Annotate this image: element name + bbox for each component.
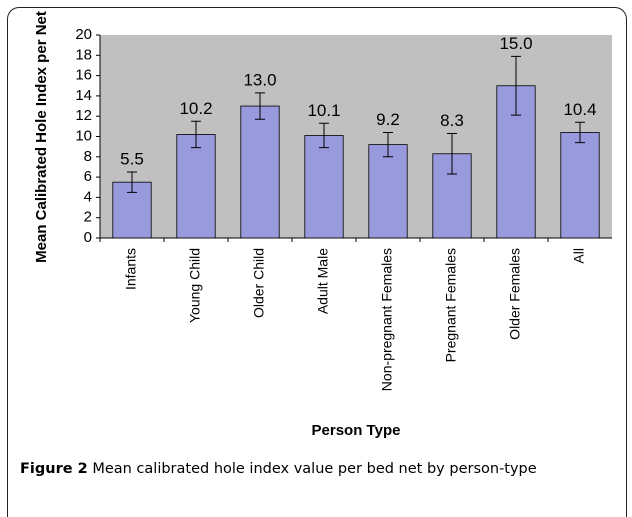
error-bar — [319, 122, 329, 149]
bar — [176, 134, 216, 239]
x-tick-label: Infants — [123, 248, 139, 290]
value-label: 10.2 — [179, 99, 212, 118]
caption: Figure 2 Mean calibrated hole index valu… — [20, 458, 618, 480]
error-bar — [447, 132, 457, 175]
chart: Mean Calibrated Hole Index per Net Perso… — [33, 11, 612, 439]
caption-label: Figure 2 — [20, 461, 88, 477]
y-tick-label: 6 — [84, 168, 92, 185]
value-label: 10.1 — [307, 101, 340, 120]
y-tick-label: 4 — [84, 188, 92, 205]
y-tick-label: 16 — [75, 67, 92, 84]
x-tick-label: All — [571, 248, 587, 264]
error-bar — [511, 55, 521, 116]
error-bar — [383, 131, 393, 158]
value-label: 9.2 — [376, 110, 400, 129]
x-tick-label: Older Females — [507, 248, 523, 340]
y-tick-label: 0 — [84, 229, 92, 246]
value-label: 13.0 — [243, 70, 276, 89]
caption-text: Mean calibrated hole index value per bed… — [92, 461, 537, 477]
figure-frame — [7, 7, 627, 517]
x-tick-label: Non-pregnant Females — [379, 248, 395, 391]
bar — [304, 135, 344, 239]
error-bar — [127, 171, 137, 193]
error-bar — [255, 92, 265, 120]
y-tick-label: 2 — [84, 209, 92, 226]
x-tick-label: Young Child — [187, 248, 203, 323]
x-tick-label: Adult Male — [315, 248, 331, 314]
value-label: 10.4 — [563, 100, 596, 119]
x-axis-title: Person Type — [312, 422, 401, 439]
bar — [240, 105, 280, 239]
bar — [368, 144, 408, 239]
value-label: 15.0 — [499, 34, 532, 53]
value-label: 8.3 — [440, 111, 464, 130]
y-tick-label: 18 — [75, 46, 92, 63]
y-tick-label: 8 — [84, 148, 92, 165]
y-tick-label: 12 — [75, 107, 92, 124]
error-bar — [191, 120, 201, 149]
bar — [560, 132, 600, 239]
y-tick-label: 14 — [75, 87, 92, 104]
error-bar — [575, 121, 585, 144]
value-label: 5.5 — [120, 150, 144, 169]
y-tick-label: 20 — [75, 26, 92, 43]
x-tick-label: Older Child — [251, 248, 267, 318]
page: Mean Calibrated Hole Index per Net Perso… — [7, 7, 627, 517]
y-tick-label: 10 — [75, 127, 92, 144]
x-tick-label: Pregnant Females — [443, 248, 459, 362]
y-axis-title: Mean Calibrated Hole Index per Net — [33, 11, 50, 263]
